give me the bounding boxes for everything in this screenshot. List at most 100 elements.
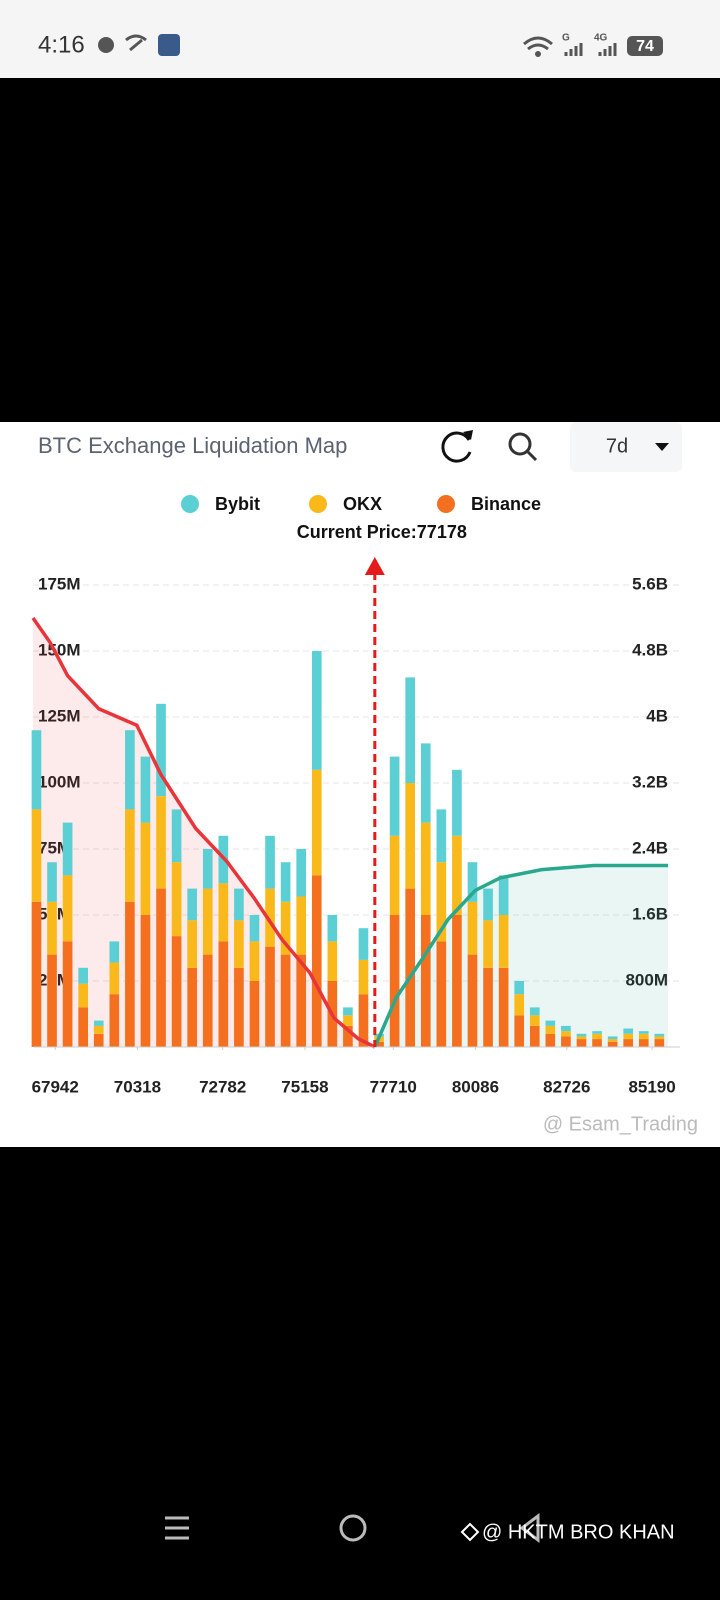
bar-segment bbox=[156, 703, 166, 797]
bar-segment bbox=[389, 756, 400, 836]
x-tick-label: 67942 bbox=[32, 1077, 79, 1096]
x-tick-label: 77710 bbox=[370, 1077, 417, 1096]
search-button[interactable] bbox=[508, 432, 538, 462]
y2-tick-label: 1.6B bbox=[632, 904, 668, 923]
cumulative-line bbox=[31, 616, 376, 1049]
chart-title: BTC Exchange Liquidation Map bbox=[38, 433, 347, 458]
x-tick-label: 70318 bbox=[114, 1077, 161, 1096]
battery-icon bbox=[627, 36, 663, 56]
bar-segment bbox=[592, 1033, 602, 1040]
signal-icon bbox=[598, 43, 617, 56]
bar-segment bbox=[343, 1007, 353, 1016]
bar-segment bbox=[202, 849, 213, 889]
bar-segment bbox=[405, 888, 416, 1047]
bar-segment bbox=[498, 967, 509, 1047]
refresh-button[interactable] bbox=[441, 430, 473, 463]
legend-label: Binance bbox=[471, 494, 541, 514]
battery-level: 74 bbox=[636, 38, 654, 55]
bar-segment bbox=[529, 1015, 540, 1026]
y-tick-label: 175M bbox=[38, 574, 81, 593]
bar-segment bbox=[171, 809, 182, 863]
y2-tick-label: 3.2B bbox=[632, 772, 668, 791]
wifi-icon bbox=[523, 36, 553, 51]
bar-segment bbox=[47, 954, 57, 1047]
call-icon bbox=[125, 34, 147, 52]
dropdown-value: 7d bbox=[606, 435, 628, 457]
bar-segment bbox=[31, 901, 42, 1047]
current-price-arrow bbox=[364, 557, 385, 575]
bar-segment bbox=[436, 809, 447, 863]
line-area bbox=[33, 618, 375, 1047]
dropdown-arrow bbox=[655, 443, 669, 451]
bar-segment bbox=[467, 862, 478, 902]
dropdown-box bbox=[570, 422, 682, 472]
y2-tick-label: 4B bbox=[646, 706, 668, 725]
app-icon bbox=[158, 34, 180, 56]
bar-segment bbox=[311, 875, 322, 1047]
home-button[interactable] bbox=[339, 1514, 367, 1542]
bar-segment bbox=[140, 756, 151, 823]
bar-segment bbox=[109, 941, 120, 963]
bar-segment bbox=[436, 862, 447, 942]
x-tick-label: 72782 bbox=[199, 1077, 246, 1096]
bar-segment bbox=[623, 1033, 634, 1040]
bar-segment bbox=[654, 1036, 665, 1040]
bar-segment bbox=[202, 954, 213, 1047]
bar-segment bbox=[296, 896, 307, 955]
network-label: 4G bbox=[594, 33, 608, 44]
bar-segment bbox=[545, 1025, 556, 1034]
y2-tick-label: 4.8B bbox=[632, 640, 668, 659]
x-tick-label: 82726 bbox=[543, 1077, 590, 1096]
bar-segment bbox=[638, 1039, 649, 1047]
clock: 4:16 bbox=[38, 31, 85, 58]
y2-tick-label: 800M bbox=[625, 970, 668, 989]
legend-marker bbox=[437, 495, 455, 513]
bar-segment bbox=[467, 901, 478, 955]
bar-segment bbox=[156, 796, 166, 889]
bar-segment bbox=[638, 1033, 649, 1040]
bar-segment bbox=[280, 901, 291, 955]
bar-segment bbox=[280, 862, 291, 902]
bar-segment bbox=[47, 901, 57, 955]
bar-segment bbox=[109, 994, 120, 1047]
bar-segment bbox=[343, 1025, 353, 1047]
refresh-icon bbox=[441, 431, 472, 463]
bar-segment bbox=[109, 962, 120, 995]
y2-tick-label: 5.6B bbox=[632, 574, 668, 593]
bar-segment bbox=[62, 822, 73, 876]
bar-segment bbox=[514, 994, 525, 1016]
legend-marker bbox=[309, 495, 327, 513]
bar-segment bbox=[405, 783, 416, 889]
period-dropdown[interactable]: 7d bbox=[570, 422, 682, 472]
menu-button[interactable] bbox=[165, 1516, 189, 1540]
bar-segment bbox=[47, 862, 57, 902]
bar-segment bbox=[358, 959, 369, 995]
bar-segment bbox=[436, 941, 447, 1047]
back-button[interactable] bbox=[519, 1513, 540, 1543]
chart: BTC Exchange Liquidation Map 7d @ Esam_T… bbox=[0, 422, 720, 1147]
bar-segment bbox=[529, 1007, 540, 1016]
bar-segment bbox=[420, 743, 431, 823]
bar-segment bbox=[483, 920, 493, 968]
bar-segment bbox=[529, 1025, 540, 1047]
search-handle bbox=[526, 450, 538, 462]
bar-segment bbox=[31, 730, 42, 810]
bar-segment bbox=[93, 1020, 104, 1026]
bar-segment bbox=[327, 941, 338, 981]
bar-segment bbox=[249, 941, 260, 981]
signal-icon bbox=[564, 43, 583, 56]
bar-segment bbox=[93, 1033, 104, 1047]
bar-segment bbox=[343, 1015, 353, 1026]
bar-segment bbox=[311, 769, 322, 876]
x-tick-label: 85190 bbox=[628, 1077, 675, 1096]
wifi-dot bbox=[535, 51, 541, 57]
bar-segment bbox=[296, 954, 307, 1047]
bar-segment bbox=[202, 888, 213, 955]
navigation-bar: @ HKTM BRO KHAN bbox=[165, 1513, 675, 1543]
bar-segment bbox=[389, 915, 400, 1047]
bar-segment bbox=[234, 888, 244, 921]
current-price-label: Current Price:77178 bbox=[297, 522, 467, 542]
bar-segment bbox=[374, 1041, 384, 1047]
bar-segment bbox=[280, 954, 291, 1047]
